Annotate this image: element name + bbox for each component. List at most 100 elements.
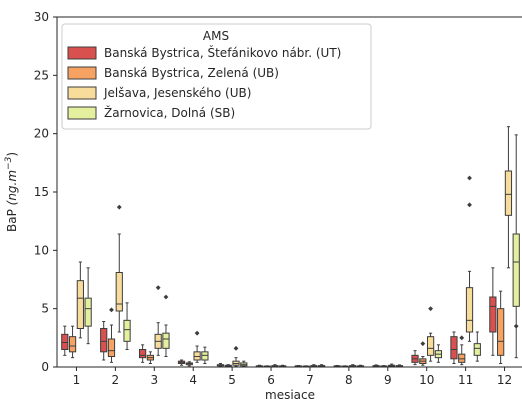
outlier-point: [109, 307, 114, 313]
outlier-point: [459, 335, 465, 341]
box: [107, 338, 116, 357]
box: [61, 333, 69, 351]
box-3-month-11: [465, 175, 474, 342]
legend-swatch: [67, 66, 97, 80]
box-2-month-11: [458, 335, 466, 366]
box-4-month-9: [395, 364, 404, 368]
box-2-month-4: [185, 361, 193, 367]
x-tick-label: 9: [384, 373, 392, 387]
box: [201, 351, 209, 361]
x-tick-label: 5: [228, 373, 236, 387]
box-4-month-11: [473, 331, 481, 362]
box-1-month-11: [450, 331, 458, 364]
box: [504, 170, 513, 216]
y-tick-label: 20: [34, 127, 49, 141]
box-1-month-2: [100, 321, 108, 361]
outlier-point: [420, 341, 426, 347]
box: [115, 272, 123, 312]
box: [497, 308, 505, 356]
y-tick-label: 5: [41, 302, 49, 316]
y-tick-label: 10: [34, 243, 49, 257]
x-axis-label: mesiace: [265, 388, 315, 402]
box-4-month-5: [240, 360, 248, 367]
x-axis: 1 2 3 4 5 6 7 8 9 10 11 12: [73, 367, 512, 387]
box: [458, 353, 466, 363]
x-tick-label: 2: [112, 373, 120, 387]
x-tick-label: 6: [267, 373, 275, 387]
box-3-month-3: [154, 285, 162, 356]
box-3-month-2: [115, 204, 123, 333]
box-1-month-5: [216, 363, 225, 367]
box-2-month-5: [224, 364, 232, 368]
legend-swatch: [67, 86, 97, 100]
outlier-point: [155, 285, 161, 291]
box: [426, 336, 435, 356]
box: [68, 336, 77, 353]
box-1-month-10: [411, 350, 419, 366]
x-tick-label: 1: [73, 373, 81, 387]
box-4-month-10: [434, 344, 442, 363]
x-tick-label: 3: [150, 373, 158, 387]
box: [76, 280, 84, 329]
box: [100, 328, 108, 353]
box-1-month-3: [139, 344, 147, 363]
box: [84, 297, 92, 327]
box-2-month-12: [497, 290, 505, 364]
legend-title: AMS: [203, 29, 229, 43]
y-tick-label: 15: [34, 185, 49, 199]
box: [450, 336, 458, 360]
box-3-month-4: [193, 330, 201, 363]
legend-swatch: [67, 106, 97, 120]
plot-area: [61, 126, 520, 368]
outlier-point: [233, 345, 239, 351]
outlier-point: [163, 294, 169, 300]
plot-frame: [56, 16, 522, 368]
box-2-month-1: [68, 325, 77, 359]
y-tick-label: 30: [34, 10, 49, 24]
legend-frame: [61, 23, 372, 130]
outlier-point: [116, 204, 122, 210]
box: [162, 332, 170, 349]
outlier-point: [194, 330, 200, 336]
x-tick-label: 11: [458, 373, 473, 387]
box: [123, 319, 131, 342]
box-3-month-1: [76, 261, 84, 339]
box-1-month-4: [177, 359, 186, 366]
box-4-month-1: [84, 267, 92, 345]
y-axis: 0 5 10 15 20 25 30: [34, 10, 57, 374]
outlier-point: [513, 323, 519, 329]
legend-label: Banská Bystrica, Štefánikovo nábr. (UT): [104, 45, 341, 60]
outlier-point: [467, 202, 472, 208]
box: [193, 351, 201, 361]
box-4-month-4: [201, 346, 209, 364]
legend-label: Jelšava, Jesenského (UB): [103, 86, 251, 100]
y-axis-label: BaP (ng.m−3): [4, 152, 19, 232]
outlier-point: [467, 175, 472, 181]
box-1-month-9: [372, 364, 380, 368]
box-4-month-3: [162, 294, 170, 357]
box-3-month-5: [232, 345, 240, 367]
x-tick-label: 10: [419, 373, 434, 387]
box: [473, 343, 481, 356]
legend-label: Banská Bystrica, Zelená (UB): [104, 66, 279, 80]
box: [139, 349, 147, 359]
box-1-month-12: [489, 267, 497, 356]
legend-swatch: [67, 46, 97, 60]
box-4-month-2: [123, 302, 131, 350]
x-tick-label: 4: [189, 373, 197, 387]
box-3-month-10: [426, 306, 435, 362]
box-3-month-12: [504, 126, 513, 269]
box-2-month-2: [107, 307, 116, 363]
x-tick-label: 7: [306, 373, 314, 387]
x-tick-label: 8: [345, 373, 353, 387]
box: [465, 287, 474, 333]
box: [489, 296, 497, 333]
outlier-point: [428, 306, 433, 312]
x-tick-label: 12: [497, 373, 512, 387]
y-tick-label: 25: [34, 68, 49, 82]
box-4-month-12: [512, 134, 520, 359]
box-2-month-3: [146, 351, 155, 364]
legend: AMS Banská Bystrica, Štefánikovo nábr. (…: [61, 23, 372, 130]
legend-label: Žarnovica, Dolná (SB): [104, 105, 235, 120]
